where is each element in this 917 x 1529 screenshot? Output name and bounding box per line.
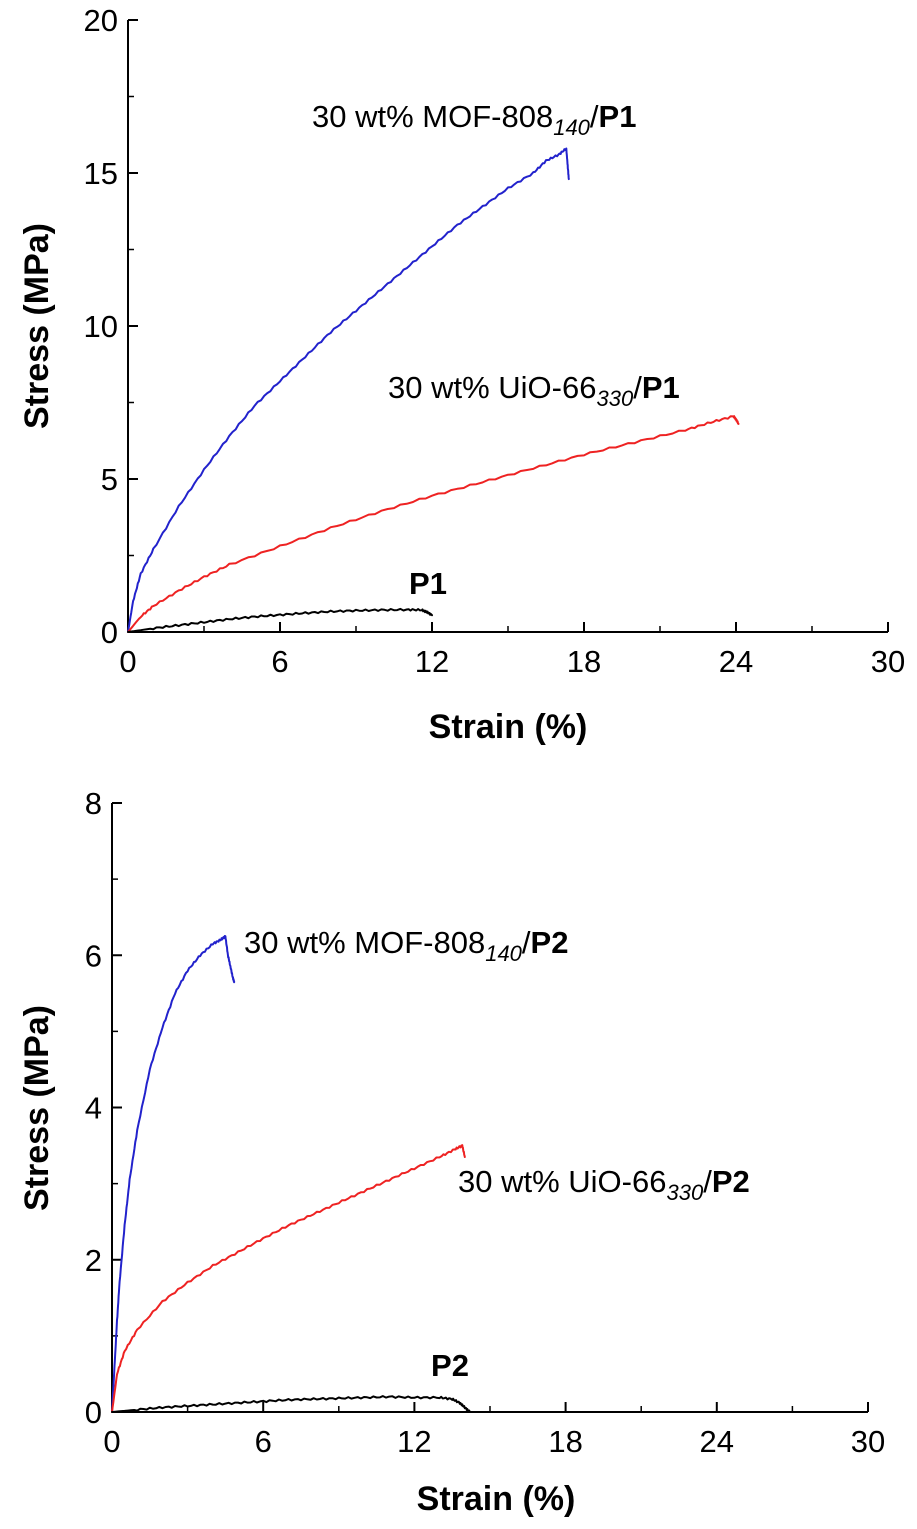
- chart-2-uio66-label-polymer: P2: [712, 1164, 750, 1199]
- chart-1-y-tick-label: 5: [101, 462, 118, 497]
- chart-1-x-tick-label: 12: [415, 644, 449, 679]
- chart-2-mof808-label-polymer: P2: [531, 925, 569, 960]
- chart-2-y-tick-label: 2: [85, 1243, 102, 1278]
- chart-1-y-tick-label: 10: [84, 309, 118, 344]
- chart-1-p1-label: P1: [409, 566, 447, 601]
- chart-2-uio66-label-slash: /: [703, 1164, 712, 1199]
- chart-1-x-tick-label: 0: [119, 644, 136, 679]
- chart-1-uio66-label-slash: /: [633, 370, 642, 405]
- chart-2-x-tick-label: 12: [397, 1424, 431, 1459]
- chart-2-series: [111, 935, 471, 1413]
- chart-2-y-axis-title: Stress (MPa): [18, 1005, 56, 1211]
- chart-1-uio66-label-main: 30 wt% UiO-66: [388, 370, 596, 405]
- chart-1-series: [127, 147, 740, 633]
- chart-2-x-tick-label: 30: [851, 1424, 885, 1459]
- chart-2-y-tick-label: 8: [85, 786, 102, 821]
- chart-2-polymer-curve: [111, 1395, 471, 1413]
- chart-1-mof808-curve: [127, 147, 570, 633]
- chart-1-mof808-label-sub: 140: [553, 115, 590, 140]
- chart-2-mof808-curve: [111, 935, 236, 1413]
- chart-1-mof808-label-polymer: P1: [599, 99, 637, 134]
- chart-1-uio66-curve: [127, 415, 740, 633]
- chart-1-mof808-label: 30 wt% MOF-808140/P1: [312, 99, 636, 140]
- chart-1-mof808-label-slash: /: [590, 99, 599, 134]
- chart-2-mof808-label: 30 wt% MOF-808140/P2: [244, 925, 568, 966]
- chart-2-x-tick-label: 6: [255, 1424, 272, 1459]
- chart-1-x-tick-label: 24: [719, 644, 753, 679]
- chart-2-x-tick-label: 18: [548, 1424, 582, 1459]
- chart-1-x-tick-label: 30: [871, 644, 905, 679]
- chart-2-uio66-label-sub: 330: [666, 1180, 703, 1205]
- chart-2-y-tick-label: 6: [85, 938, 102, 973]
- chart-1-y-tick-label: 15: [84, 156, 118, 191]
- chart-2-mof808-label-sub: 140: [485, 941, 522, 966]
- chart-1-x-tick-label: 18: [567, 644, 601, 679]
- chart-1-uio66-label-polymer: P1: [642, 370, 680, 405]
- chart-1-x-axis-title: Strain (%): [429, 708, 588, 746]
- chart-2-y-tick-label: 0: [85, 1395, 102, 1430]
- chart-2-uio66-curve: [111, 1144, 466, 1413]
- chart-2-y-tick-label: 4: [85, 1091, 102, 1126]
- chart-1-y-axis-title: Stress (MPa): [18, 223, 56, 429]
- chart-1-uio66-label-sub: 330: [596, 386, 633, 411]
- chart-2-x-tick-label: 24: [700, 1424, 734, 1459]
- chart-1-mof808-label-main: 30 wt% MOF-808: [312, 99, 553, 134]
- chart-1-x-tick-label: 6: [271, 644, 288, 679]
- chart-2-x-axis-title: Strain (%): [417, 1480, 576, 1518]
- chart-2-mof808-label-main: 30 wt% MOF-808: [244, 925, 485, 960]
- chart-2-x-tick-label: 0: [103, 1424, 120, 1459]
- chart-1-ticks: 0 6 12 18 24 30 0 5 10 15 20: [84, 3, 906, 679]
- chart-2-p2-label: P2: [431, 1348, 469, 1383]
- chart-1: 0 6 12 18 24 30 0 5 10 15 20 Strain (%) Stress (MP…: [18, 3, 905, 746]
- chart-1-y-tick-label: 0: [101, 615, 118, 650]
- chart-2-axes: [111, 803, 868, 1413]
- chart-2-uio66-label-main: 30 wt% UiO-66: [458, 1164, 666, 1199]
- chart-1-y-tick-label: 20: [84, 3, 118, 38]
- chart-2-mof808-label-slash: /: [522, 925, 531, 960]
- chart-1-polymer-curve: [127, 607, 433, 633]
- chart-2-uio66-label: 30 wt% UiO-66330/P2: [458, 1164, 750, 1205]
- chart-1-uio66-label: 30 wt% UiO-66330/P1: [388, 370, 680, 411]
